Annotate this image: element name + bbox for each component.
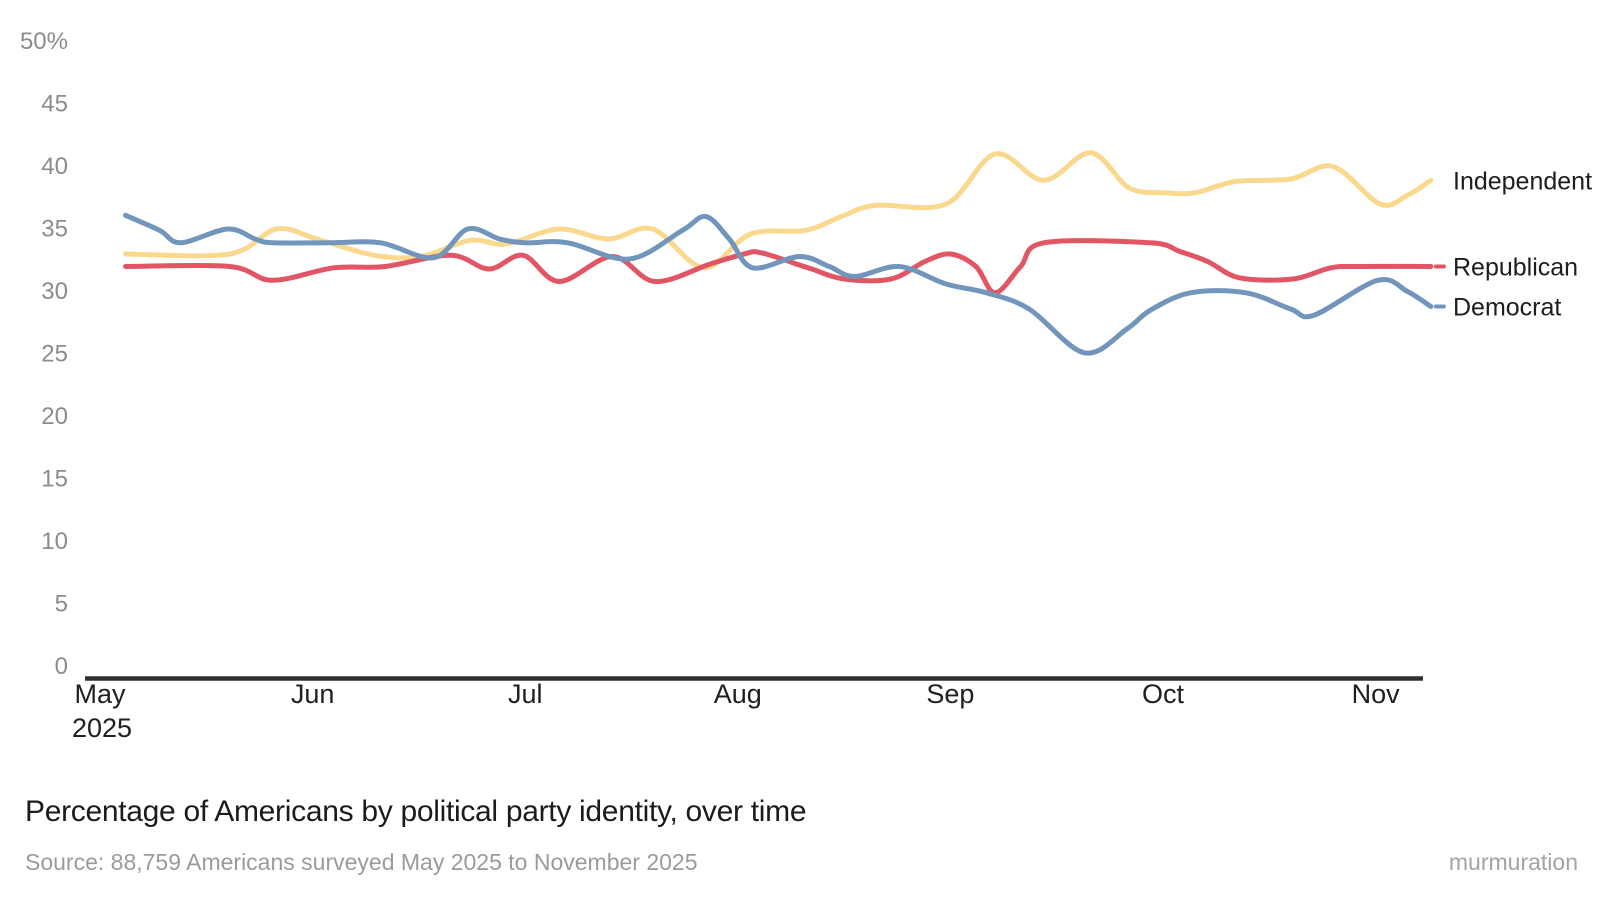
y-tick-label: 0 (55, 653, 68, 680)
brand-wordmark: murmuration (1448, 849, 1578, 875)
x-tick-label: May (74, 679, 126, 709)
x-tick-label: Sep (926, 679, 974, 709)
x-axis-year-label: 2025 (72, 713, 132, 743)
series-line-republican (123, 238, 1434, 296)
chart-title: Percentage of Americans by political par… (25, 795, 807, 828)
y-tick-label: 45 (41, 91, 68, 118)
y-tick-label: 20 (41, 403, 68, 430)
series-line-independent (123, 150, 1434, 271)
x-tick-label: Jul (508, 679, 543, 709)
y-tick-label: 10 (41, 528, 68, 555)
y-tick-label: 15 (41, 466, 68, 493)
x-tick-label: Jun (291, 679, 335, 709)
series-label-independent: Independent (1453, 167, 1592, 195)
y-tick-label: 40 (41, 153, 68, 180)
series-label-republican: Republican (1453, 254, 1578, 282)
y-tick-label: 30 (41, 278, 68, 305)
x-tick-label: Nov (1352, 679, 1401, 709)
series-line-democrat (123, 212, 1434, 356)
source-note: Source: 88,759 Americans surveyed May 20… (25, 849, 698, 875)
series-label-democrat: Democrat (1453, 294, 1561, 322)
x-tick-label: Oct (1142, 679, 1185, 709)
y-tick-label: 25 (41, 341, 68, 368)
y-tick-label: 50% (20, 28, 68, 55)
y-tick-label: 5 (55, 591, 68, 618)
x-tick-label: Aug (714, 679, 762, 709)
y-tick-label: 35 (41, 216, 68, 243)
